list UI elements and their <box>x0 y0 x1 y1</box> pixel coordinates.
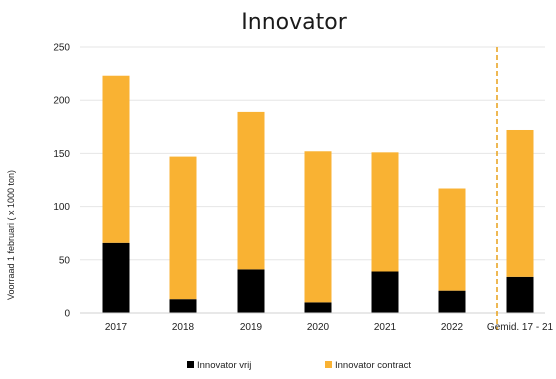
chart-title: Innovator <box>241 10 347 35</box>
bar-vrij-5 <box>438 290 466 313</box>
y-tick-label: 50 <box>59 255 71 266</box>
legend-swatch-vrij <box>187 361 194 368</box>
y-axis-ticks: 0 50 100 150 200 250 <box>53 43 70 320</box>
legend: Innovator vrij Innovator contract <box>187 360 411 371</box>
x-tick-label: 2020 <box>307 322 330 333</box>
bar-contract-2 <box>237 111 265 270</box>
x-tick-label: 2019 <box>240 322 263 333</box>
bar-contract-0 <box>102 75 130 243</box>
legend-label: Innovator contract <box>335 360 411 371</box>
y-tick-label: 150 <box>53 149 70 160</box>
x-tick-label: Gemid. 17 - 21 <box>487 322 554 333</box>
bars <box>102 75 534 313</box>
bar-contract-4 <box>371 152 399 272</box>
y-axis-label: Voorraad 1 februari ( x 1000 ton) <box>6 170 16 300</box>
bar-contract-5 <box>438 188 466 291</box>
x-tick-label: 2022 <box>441 322 464 333</box>
x-axis-ticks: 2017 2018 2019 2020 2021 2022 Gemid. 17 - 21 <box>105 322 554 333</box>
legend-label: Innovator vrij <box>197 360 251 371</box>
bar-vrij-6 <box>506 276 534 313</box>
bar-contract-6 <box>506 129 534 277</box>
bar-contract-3 <box>304 151 332 303</box>
y-tick-label: 200 <box>53 96 70 107</box>
bar-vrij-0 <box>102 242 130 313</box>
bar-vrij-2 <box>237 269 265 313</box>
bar-vrij-4 <box>371 271 399 313</box>
x-tick-label: 2021 <box>374 322 397 333</box>
y-tick-label: 250 <box>53 43 70 54</box>
y-tick-label: 0 <box>64 309 70 320</box>
bar-vrij-1 <box>169 299 197 313</box>
bar-vrij-3 <box>304 302 332 313</box>
legend-swatch-contract <box>325 361 332 368</box>
bar-contract-1 <box>169 156 197 300</box>
x-tick-label: 2017 <box>105 322 128 333</box>
y-tick-label: 100 <box>53 202 70 213</box>
x-tick-label: 2018 <box>172 322 195 333</box>
